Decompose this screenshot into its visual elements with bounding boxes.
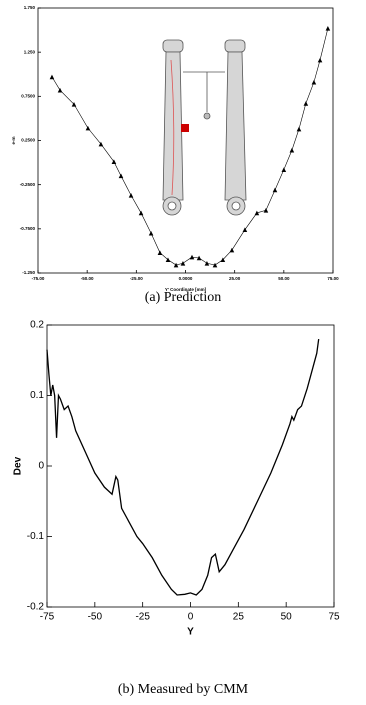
marker <box>129 193 134 198</box>
marker <box>58 88 63 93</box>
y-tick-label: -0.7500 <box>20 226 36 231</box>
chart: -75 -50 -25 0 25 50 75 0.2 0.1 0 -0.1 -0.2 Y Dev (b) M… <box>13 320 340 698</box>
x-tick-label: 50.00 <box>278 276 290 281</box>
x-tick-label: 0 <box>188 612 194 623</box>
marker <box>119 174 124 179</box>
figure: -75 -50 -25 0 25 50 75 0.2 0.1 0 -0.1 -0.2 Y Dev (b) M… <box>0 0 366 705</box>
marker <box>213 263 218 268</box>
marker <box>158 250 163 255</box>
x-tick-label: -50 <box>88 612 103 623</box>
marker <box>149 231 154 236</box>
y-tick-label: -0.1 <box>27 531 45 542</box>
y-axis-label: Dev <box>13 456 24 475</box>
marker <box>326 26 331 31</box>
y-tick-label: 0.2 <box>30 320 44 331</box>
plot-frame <box>38 8 333 273</box>
x-tick-label: -75 <box>40 612 55 623</box>
y-tick-label: 1.250 <box>24 49 36 54</box>
y-tick-label: -0.2500 <box>20 182 36 187</box>
marker <box>273 188 278 193</box>
x-axis-label: Y <box>187 627 194 638</box>
x-tick-label: -50.00 <box>81 276 94 281</box>
x-tick-label: 50 <box>281 612 293 623</box>
inset-drawing <box>163 40 246 215</box>
x-tick-label: 75 <box>328 612 340 623</box>
x-tick-label: 25.00 <box>229 276 241 281</box>
x-tick-label: 25 <box>233 612 245 623</box>
x-tick-label: -25.00 <box>130 276 143 281</box>
x-tick-label: -75.00 <box>32 276 45 281</box>
data-line <box>47 339 319 595</box>
x-tick-label: -25 <box>135 612 150 623</box>
marker <box>282 167 287 172</box>
y-tick-label: 0 <box>38 461 44 472</box>
y-tick-label: 1.750 <box>24 5 36 10</box>
marker <box>304 101 309 106</box>
marker <box>290 148 295 153</box>
caption: (b) Measured by CMM <box>118 682 249 697</box>
y-tick-label: -0.2 <box>27 602 45 613</box>
marker <box>86 126 91 131</box>
marker <box>312 80 317 85</box>
marker <box>174 263 179 268</box>
caption: (a) Prediction <box>145 290 222 305</box>
marker <box>181 261 186 266</box>
marker <box>255 211 260 216</box>
y-tick-label: 0.2500 <box>21 138 35 143</box>
page: {"chart_data": [ {"type": "line", "marke… <box>0 0 366 705</box>
marker <box>50 75 55 80</box>
marker <box>318 58 323 63</box>
plot-frame <box>47 325 334 607</box>
y-tick-label: 0.7500 <box>21 94 35 99</box>
y-tick-label: 0.1 <box>30 390 44 401</box>
y-axis-label: e-m <box>11 136 16 144</box>
marker <box>205 261 210 266</box>
x-tick-label: 0.0000 <box>179 276 193 281</box>
marker <box>112 159 117 164</box>
marker <box>243 227 248 232</box>
y-tick-label: -1.250 <box>22 270 35 275</box>
marker <box>264 208 269 213</box>
marker <box>297 127 302 132</box>
marker <box>139 211 144 216</box>
data-line <box>52 28 328 265</box>
marker <box>230 248 235 253</box>
x-tick-label: 75.00 <box>327 276 339 281</box>
